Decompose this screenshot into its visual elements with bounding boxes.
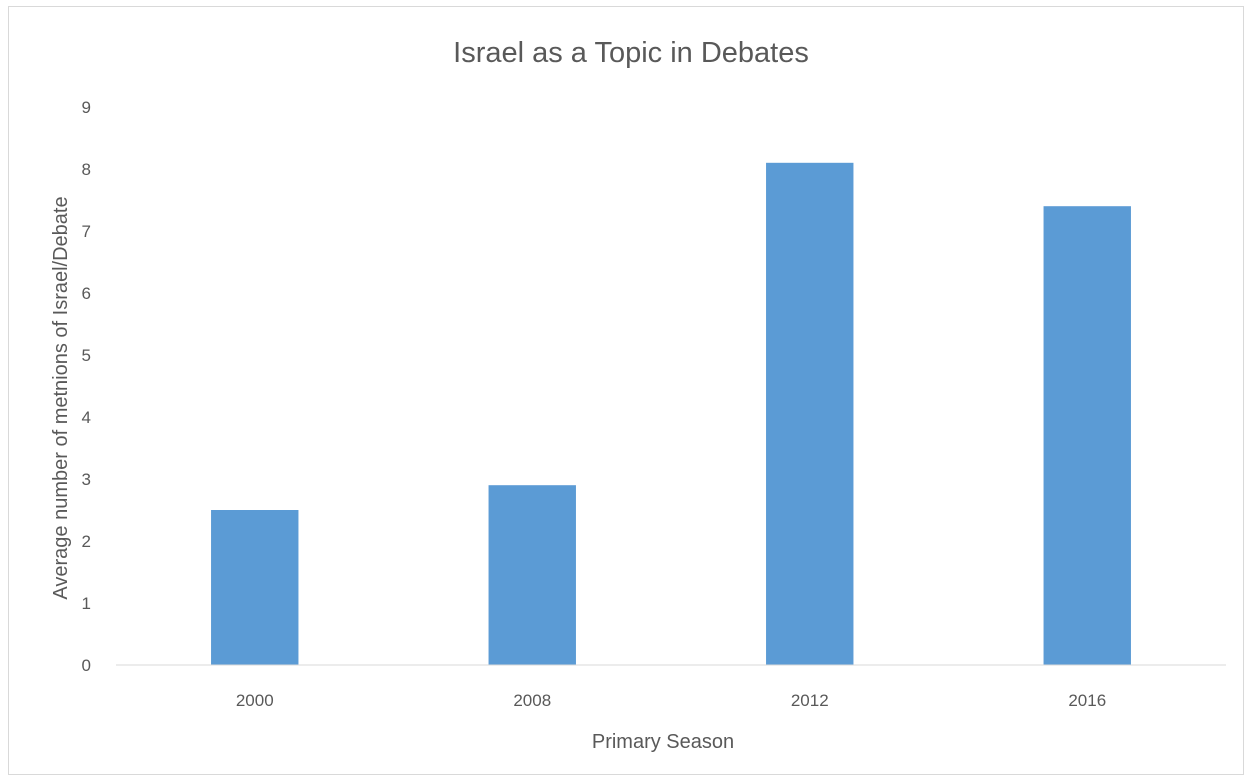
- bar-2000: [211, 510, 299, 665]
- y-axis-title: Average number of metnions of Israel/Deb…: [50, 196, 72, 599]
- y-tick-label: 7: [82, 222, 91, 241]
- y-tick-label: 4: [82, 408, 91, 427]
- y-tick-label: 0: [82, 656, 91, 675]
- chart-title: Israel as a Topic in Debates: [453, 37, 809, 69]
- y-tick-label: 9: [82, 98, 91, 117]
- x-axis-title: Primary Season: [592, 731, 734, 753]
- y-tick-label: 6: [82, 284, 91, 303]
- x-tick-label: 2016: [1068, 691, 1106, 710]
- y-axis-ticks: 0 1 2 3 4 5 6 7 8 9: [82, 98, 91, 675]
- y-tick-label: 3: [82, 470, 91, 489]
- x-axis-ticks: 2000 2008 2012 2016: [236, 691, 1106, 710]
- x-tick-label: 2008: [513, 691, 551, 710]
- bars-group: [211, 162, 1131, 666]
- y-tick-label: 8: [82, 160, 91, 179]
- x-tick-label: 2012: [791, 691, 829, 710]
- y-tick-label: 5: [82, 346, 91, 365]
- bar-2016: [1043, 206, 1131, 665]
- bar-2008: [488, 485, 576, 665]
- bar-2012: [766, 162, 854, 666]
- x-tick-label: 2000: [236, 691, 274, 710]
- y-tick-label: 2: [82, 532, 91, 551]
- y-tick-label: 1: [82, 594, 91, 613]
